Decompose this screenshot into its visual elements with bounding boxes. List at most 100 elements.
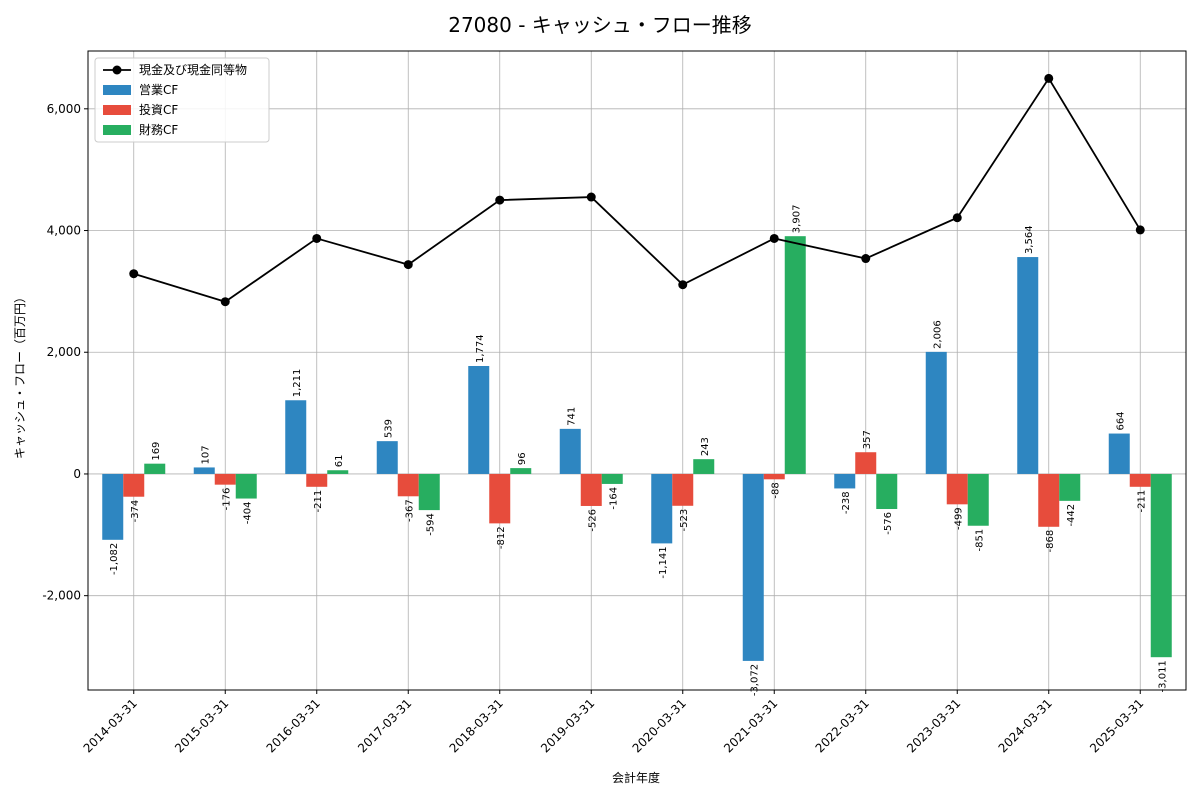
bar-投資CF-2016-03-31 [306,473,328,487]
x-tick-label: 2020-03-31 [630,696,689,755]
cash-point [220,297,230,307]
bar-営業CF-2015-03-31 [193,467,215,474]
bar-営業CF-2024-03-31 [1017,257,1039,474]
cash-point [129,269,139,279]
cash-point [495,195,505,205]
data-label: -594 [425,513,436,536]
legend-label: 財務CF [139,122,178,137]
data-label: -576 [883,512,894,535]
data-label: -238 [841,491,852,514]
data-label: -1,141 [658,546,669,578]
data-label: -3,011 [1157,660,1168,692]
x-tick-label: 2017-03-31 [355,696,414,755]
data-label: -851 [974,529,985,552]
legend-swatch [103,85,131,95]
y-tick-label: 4,000 [47,224,81,238]
data-label: 96 [517,452,528,465]
data-label: -367 [404,499,415,522]
bar-営業CF-2016-03-31 [285,400,307,474]
bar-営業CF-2023-03-31 [925,351,947,474]
bar-投資CF-2015-03-31 [214,473,236,485]
x-tick-label: 2014-03-31 [81,696,140,755]
cash-point [403,260,413,270]
data-label: -442 [1066,504,1077,527]
x-axis-label: 会計年度 [612,770,660,785]
bar-財務CF-2022-03-31 [876,473,898,510]
y-ticks: -2,000 0 2,000 4,000 6,000 [42,102,88,603]
bar-財務CF-2020-03-31 [693,459,715,474]
cash-point [952,213,962,223]
bar-営業CF-2025-03-31 [1108,433,1130,474]
bar-投資CF-2021-03-31 [763,473,785,480]
bar-営業CF-2017-03-31 [376,441,398,474]
grid-lines [88,51,1186,690]
data-label: 107 [200,445,211,464]
cash-point [1135,225,1145,235]
bar-財務CF-2024-03-31 [1059,473,1081,501]
data-label: -812 [496,526,507,549]
legend-swatch [103,105,131,115]
x-tick-label: 2018-03-31 [447,696,506,755]
bar-営業CF-2022-03-31 [834,473,856,489]
bar-財務CF-2021-03-31 [784,236,806,474]
data-label: 539 [383,419,394,438]
data-label: -404 [242,502,253,525]
x-tick-label: 2024-03-31 [996,696,1055,755]
data-label: 2,006 [932,320,943,349]
bars [102,236,1172,661]
bar-投資CF-2019-03-31 [580,473,602,506]
data-label: -868 [1045,530,1056,553]
bar-財務CF-2025-03-31 [1150,473,1172,658]
bar-財務CF-2014-03-31 [144,463,166,474]
x-tick-label: 2023-03-31 [904,696,963,755]
data-label: -211 [313,490,324,513]
data-label: -374 [130,500,141,523]
legend-line-marker [112,65,122,75]
bar-財務CF-2015-03-31 [235,473,257,499]
bar-営業CF-2018-03-31 [468,365,490,474]
data-label: -211 [1136,490,1147,513]
bar-投資CF-2024-03-31 [1038,473,1060,527]
plot-frame [87,50,1187,691]
bar-投資CF-2023-03-31 [946,473,968,505]
data-label: -176 [221,488,232,511]
cash-line [129,73,1145,307]
x-ticks: 2014-03-31 2015-03-31 2016-03-31 2017-03-31… [81,690,1146,755]
data-label: -164 [608,487,619,510]
bar-営業CF-2020-03-31 [651,473,673,544]
cash-line-path [133,76,1142,303]
bar-営業CF-2019-03-31 [559,428,581,474]
x-tick-label: 2015-03-31 [172,696,231,755]
cash-point [1044,73,1054,83]
y-tick-label: 0 [73,467,81,481]
bar-投資CF-2020-03-31 [672,473,694,506]
data-label: -3,072 [749,664,760,696]
bar-投資CF-2017-03-31 [397,473,419,497]
x-tick-label: 2019-03-31 [538,696,597,755]
data-label: 1,211 [292,369,303,398]
bar-投資CF-2022-03-31 [855,452,877,474]
bar-財務CF-2019-03-31 [601,473,623,484]
bar-投資CF-2018-03-31 [489,473,511,524]
data-label: 169 [151,442,162,461]
data-label: -526 [587,509,598,532]
data-label: -1,082 [109,543,120,575]
x-tick-label: 2022-03-31 [813,696,872,755]
cash-point [312,233,322,243]
legend-box [94,57,270,143]
cash-point [678,280,688,290]
chart-title: 27080 - キャッシュ・フロー推移 [448,13,752,37]
x-tick-label: 2025-03-31 [1087,696,1146,755]
cash-point [861,254,871,264]
x-tick-label: 2021-03-31 [721,696,780,755]
cash-point [769,233,779,243]
data-label: -499 [953,507,964,530]
data-label: -88 [770,482,781,498]
data-labels: -1,082 107 1,211 539 1,774 741 -1,141 -3,072 -23… [109,205,1169,697]
legend-label: 投資CF [139,102,178,117]
y-tick-label: 6,000 [47,102,81,116]
bar-財務CF-2018-03-31 [510,468,532,474]
